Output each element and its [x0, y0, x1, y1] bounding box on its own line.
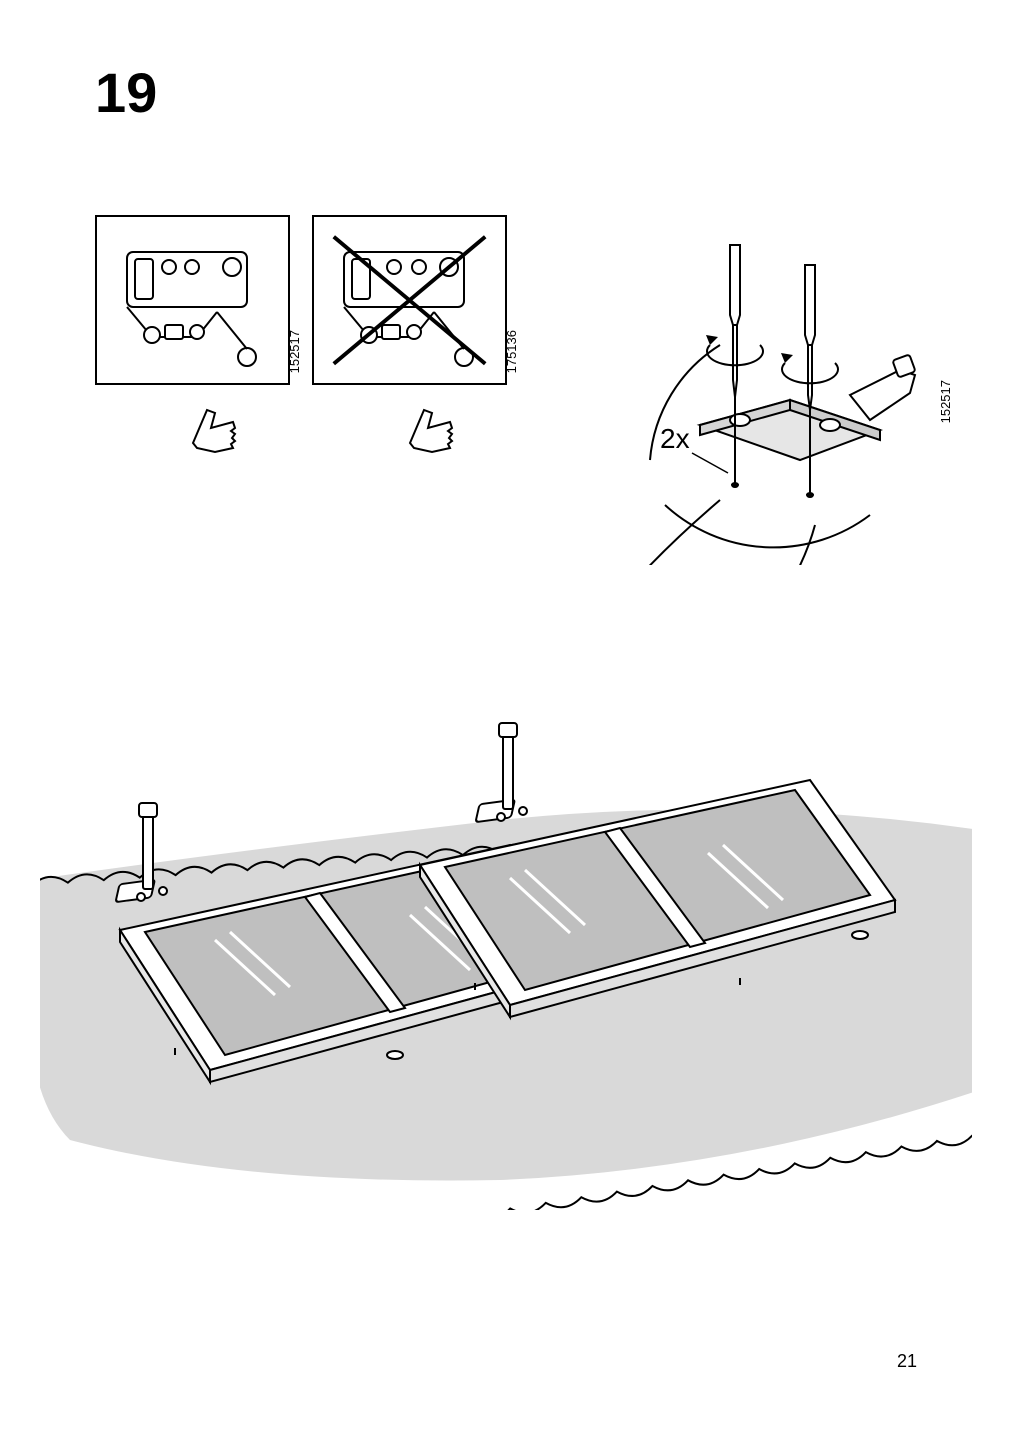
quantity-label: 2x: [660, 423, 690, 455]
pointing-hand-icon: [185, 398, 245, 458]
main-assembly-diagram: [40, 710, 972, 1210]
hinge-illustration-correct: [97, 217, 292, 387]
detail-part-number: 152517: [938, 380, 953, 423]
hinge-option-incorrect: 175136: [312, 215, 507, 385]
part-number-label: 175136: [504, 330, 519, 373]
hinge-option-correct: 152517: [95, 215, 290, 385]
part-number-label: 152517: [287, 330, 302, 373]
hinge-illustration-incorrect: [314, 217, 509, 387]
step-number: 19: [95, 60, 157, 125]
pointing-hand-icon: [402, 398, 462, 458]
detail-callout: [610, 225, 950, 565]
assembly-instruction-page: 19 152517: [0, 0, 1012, 1432]
page-number: 21: [897, 1351, 917, 1372]
